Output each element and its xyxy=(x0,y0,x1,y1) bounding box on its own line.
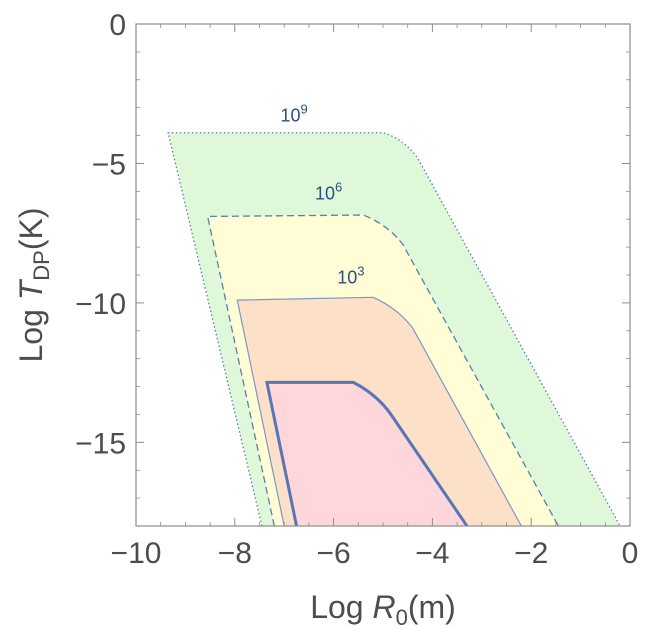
contour-line-0 xyxy=(167,132,621,526)
x-tick-label: 0 xyxy=(622,537,639,570)
x-tick-label: −8 xyxy=(218,537,252,570)
x-axis-label: Log R0(m) xyxy=(310,589,456,629)
contour-regions xyxy=(167,132,621,526)
x-tick-label: −6 xyxy=(316,537,350,570)
contour-fill-3 xyxy=(266,382,467,526)
contour-line-1 xyxy=(206,214,559,526)
contour-label: 106 xyxy=(315,180,342,204)
contour-line-3 xyxy=(265,380,469,526)
contour-label: 103 xyxy=(337,263,364,287)
axis-ticks: −10 −8 −6 −4 −2 0 0 −5 −10 −15 xyxy=(75,9,638,570)
y-tick-label: 0 xyxy=(109,9,126,42)
x-tick-label: −10 xyxy=(111,537,162,570)
y-axis-label: Log TDP(K) xyxy=(13,207,54,362)
x-tick-label: −2 xyxy=(514,537,548,570)
contour-label: 109 xyxy=(280,102,307,126)
y-tick-label: −5 xyxy=(92,148,126,181)
contour-labels: 109 106 103 xyxy=(280,102,364,288)
y-tick-label: −10 xyxy=(75,288,126,321)
x-tick-label: −4 xyxy=(415,537,449,570)
contour-line-2 xyxy=(236,296,522,526)
y-tick-label: −15 xyxy=(75,427,126,460)
